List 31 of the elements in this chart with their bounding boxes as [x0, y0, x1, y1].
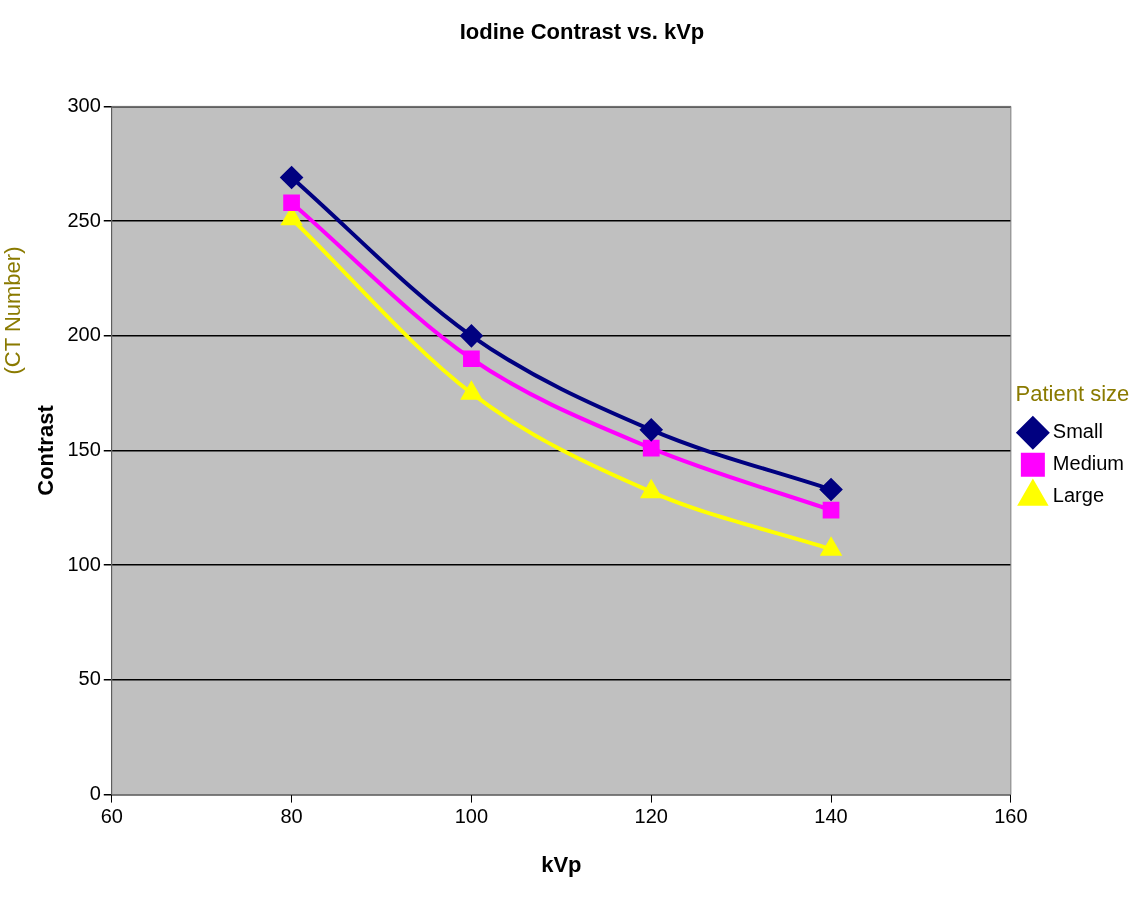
- legend-label: Medium: [1052, 452, 1125, 475]
- point: [463, 350, 480, 368]
- point: [461, 382, 482, 400]
- point: [822, 501, 840, 519]
- y-tick-label: 50: [78, 667, 101, 690]
- legend-label: Small: [1052, 420, 1103, 443]
- point: [640, 418, 663, 441]
- x-tick-label: 80: [280, 805, 303, 828]
- x-tick-label: 160: [994, 805, 1028, 828]
- x-tick-label: 120: [634, 805, 668, 828]
- x-tick-label: 100: [454, 805, 489, 828]
- text: (CT Number): [0, 246, 26, 375]
- x-tick-label: 60: [100, 805, 123, 828]
- x-axis-title: kVp: [541, 851, 582, 877]
- point: [642, 439, 660, 457]
- y-tick-label: 200: [67, 323, 101, 346]
- point: [460, 324, 483, 347]
- y-tick-label: 300: [67, 93, 101, 116]
- chart-title: Iodine Contrast vs. kVp: [459, 19, 705, 45]
- point: [283, 194, 300, 212]
- legend-label: Large: [1052, 484, 1105, 507]
- point: [280, 166, 303, 189]
- point: [821, 538, 841, 556]
- x-tick-label: 140: [814, 805, 848, 828]
- y-tick-label: 150: [67, 438, 101, 461]
- point: [820, 478, 843, 501]
- legend-title: Patient size: [1015, 381, 1130, 407]
- y-tick-label: 0: [89, 782, 101, 805]
- y-tick-label: 100: [67, 552, 101, 575]
- y-axis-title: Contrast: [33, 404, 59, 496]
- y-tick-label: 250: [67, 208, 101, 231]
